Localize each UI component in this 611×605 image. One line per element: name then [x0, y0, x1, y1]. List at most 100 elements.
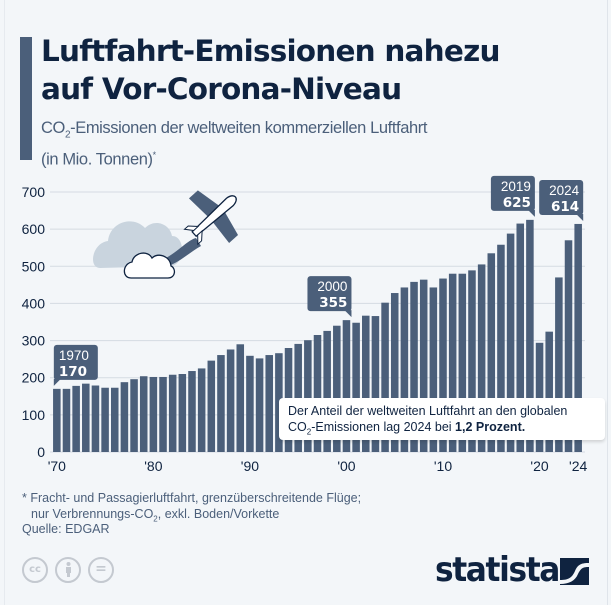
- bar-1993: [275, 353, 283, 452]
- bar-1970: [53, 388, 61, 452]
- bar-2008: [419, 279, 428, 452]
- bar-2007: [410, 281, 418, 452]
- callout-year: 1970: [59, 348, 89, 363]
- footnote-rest: , exkl. Boden/Vorkette: [157, 507, 280, 521]
- subtitle-asterisk: *: [152, 150, 157, 161]
- bar-1972: [72, 385, 80, 452]
- y-tick-label: 600: [22, 221, 46, 237]
- subtitle-sub: 2: [64, 129, 71, 141]
- source-text: Quelle: EDGAR: [22, 522, 110, 536]
- bar-1987: [217, 355, 225, 452]
- callout-value: 614: [551, 199, 579, 215]
- bar-2014: [477, 264, 486, 452]
- callout-pointer: [53, 378, 61, 386]
- bar-1978: [130, 379, 138, 452]
- bar-2021: [545, 331, 553, 452]
- bar-2010: [439, 278, 447, 452]
- x-axis-labels: '70 '80 '90 '00 '10 '20 '24: [48, 458, 588, 474]
- bar-2017: [506, 233, 515, 452]
- bar-2022: [555, 277, 563, 452]
- subtitle-rest: -Emissionen der weltweiten kommerziellen…: [70, 119, 428, 137]
- x-tick-label: '20: [530, 458, 548, 474]
- by-icon[interactable]: [55, 557, 81, 583]
- bar-2024: [574, 223, 582, 452]
- y-tick-label: 300: [22, 333, 46, 349]
- callout-box: [53, 344, 98, 380]
- airplane-icon: [183, 190, 239, 246]
- bar-2018: [516, 223, 525, 452]
- annotation-sub: 2: [306, 427, 312, 436]
- y-tick-label: 400: [22, 295, 46, 311]
- bar-1975: [101, 387, 109, 452]
- footnote-co: nur Verbrennungs-CO: [31, 507, 154, 521]
- callout-pointer: [527, 209, 535, 217]
- x-tick-label: '70: [48, 458, 66, 474]
- callout-value: 355: [319, 295, 347, 311]
- annotation-box: Der Anteil der weltweiten Luftfahrt an d…: [279, 398, 605, 440]
- footnote: * Fracht- und Passagierluftfahrt, grenzü…: [22, 490, 361, 528]
- bar-2000: [342, 320, 351, 452]
- bar-1974: [91, 385, 100, 452]
- subtitle-co: CO: [41, 119, 65, 137]
- plane-cloud-illustration: [93, 190, 239, 279]
- callout-box: [539, 179, 584, 215]
- chart-subtitle: CO2-Emissionen der weltweiten kommerziel…: [41, 118, 427, 171]
- bar-1980: [149, 376, 158, 452]
- bar-2020: [535, 342, 544, 452]
- statista-logo-mark-icon: [560, 558, 589, 585]
- y-tick-label: 100: [22, 407, 46, 423]
- bar-1995: [294, 343, 302, 452]
- x-tick-label: '24: [569, 458, 587, 474]
- bar-2006: [400, 287, 409, 452]
- title-accent-bar: [20, 37, 32, 160]
- bar-1986: [207, 360, 216, 452]
- bar-1985: [197, 368, 206, 452]
- cc-icon[interactable]: cc: [22, 557, 48, 583]
- bar-chart: 0 100 200 300 400 500 600 700 '70 '80 '90 '00 '10 '2…: [22, 175, 588, 474]
- annotation-co: CO: [288, 419, 307, 434]
- x-tick-label: '10: [434, 458, 452, 474]
- y-tick-label: 200: [22, 370, 46, 386]
- annotation-bold: 1,2 Prozent.: [455, 419, 526, 434]
- statista-logo[interactable]: statista: [435, 550, 560, 590]
- bar-2013: [468, 270, 476, 452]
- bar-1997: [313, 335, 322, 452]
- bar-1982: [168, 374, 177, 452]
- annotation-mid: -Emissionen lag 2024 bei: [311, 419, 456, 434]
- callout-year: 2024: [549, 183, 580, 198]
- bar-2005: [390, 293, 399, 452]
- bar-1988: [226, 349, 235, 452]
- nd-icon[interactable]: =: [88, 557, 114, 583]
- bar-2002: [362, 315, 370, 452]
- bar-1981: [159, 376, 167, 452]
- bar-2009: [429, 287, 438, 452]
- y-tick-label: 0: [37, 444, 45, 460]
- callout-value: 625: [503, 195, 531, 211]
- callout-box: [307, 276, 352, 312]
- bar-2016: [497, 244, 505, 452]
- x-tick-label: '00: [337, 458, 355, 474]
- callout-pointer: [576, 213, 584, 221]
- bar-1991: [255, 358, 264, 452]
- x-tick-label: '80: [144, 458, 162, 474]
- bar-1998: [323, 330, 331, 452]
- front-cloud-icon: [123, 252, 176, 279]
- bar-2004: [381, 302, 389, 452]
- bar-2001: [352, 322, 360, 452]
- bar-1983: [178, 374, 187, 452]
- callout-value: 170: [59, 364, 87, 380]
- bar-2003: [371, 316, 380, 452]
- callout-year: 2019: [501, 179, 531, 194]
- callout-pointer: [344, 310, 352, 318]
- bar-2011: [448, 273, 457, 452]
- bar-1977: [120, 382, 129, 452]
- contrail-icon: [166, 238, 201, 266]
- bar-1990: [246, 355, 254, 452]
- y-tick-label: 500: [22, 258, 46, 274]
- bar-1999: [333, 325, 341, 452]
